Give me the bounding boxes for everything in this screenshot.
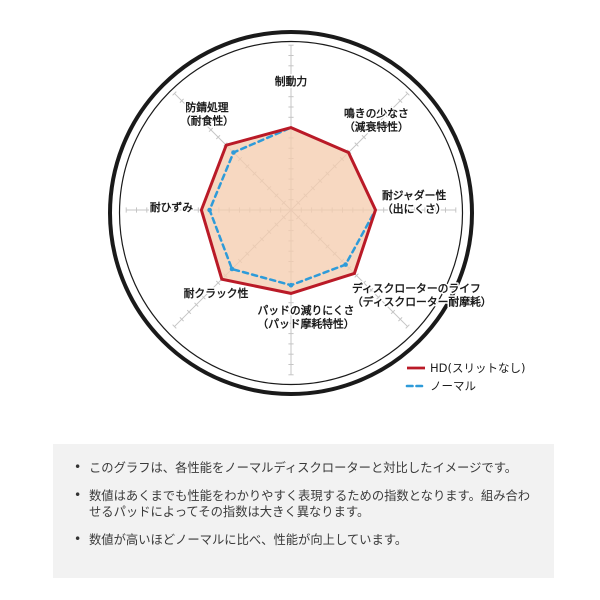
axis-tick [368, 127, 374, 133]
axis-label: パッドの減りにくさ [258, 303, 355, 317]
axis-tick [201, 295, 206, 300]
note-item: 数値はあくまでも性能をわかりやすく表現するための指数となります。組み合わせるパッ… [73, 488, 532, 520]
axis-tick [368, 287, 374, 293]
axis-sublabel: （パッド摩耗特性） [257, 317, 354, 331]
axis-tick [376, 295, 381, 300]
axis-tick [398, 98, 403, 103]
axis-tick [215, 134, 221, 140]
notes-list: このグラフは、各性能をノーマルディスクローターと対比したイメージです。数値はあく… [73, 460, 532, 549]
axis-tick [383, 302, 388, 307]
axis-sublabel: （減衰特性） [344, 120, 409, 134]
series-normal-point [231, 150, 236, 155]
axis-tick [194, 113, 199, 118]
axis-tick [390, 309, 396, 315]
inner-circle [118, 40, 464, 386]
outer-circle [108, 30, 474, 396]
axis-labels: 制動力鳴きの少なさ（減衰特性）耐ジャダー性（出にくさ）ディスクローターのライフ（… [148, 73, 493, 333]
legend: HD(スリットなし) ノーマル [405, 361, 525, 393]
legend-label: ノーマル [430, 379, 476, 393]
series-normal-point [288, 282, 294, 288]
series-normal-point [207, 207, 212, 213]
axis-sublabel: （耐食性） [180, 114, 234, 128]
axis-tick [405, 91, 410, 96]
axis-tick [208, 127, 214, 133]
axis-sublabel: （ディスクローター耐摩耗） [352, 295, 492, 309]
series-hd-fill [201, 127, 376, 294]
axis-tick [383, 113, 388, 118]
axis-tick [208, 287, 214, 293]
axis-tick [405, 324, 410, 329]
radar-chart: 制動力鳴きの少なさ（減衰特性）耐ジャダー性（出にくさ）ディスクローターのライフ（… [108, 30, 525, 396]
axis-tick [390, 105, 396, 111]
axis-tick [186, 105, 192, 111]
series-normal-point [229, 266, 235, 272]
axis-label: 耐クラック性 [184, 286, 249, 300]
axis-tick [179, 98, 184, 103]
axis-label: 防錆処理 [185, 100, 228, 114]
axis-tick [398, 317, 403, 322]
axis-label: ディスクローターのライフ [352, 281, 481, 295]
axis-tick [361, 280, 367, 286]
outer-rings [108, 30, 474, 396]
axis-sublabel: （出にくさ） [382, 202, 447, 216]
note-item: このグラフは、各性能をノーマルディスクローターと対比したイメージです。 [73, 460, 532, 476]
axis-tick [361, 134, 367, 140]
axis-label: 耐ジャダー性 [382, 188, 446, 202]
series-hd-polygon [199, 126, 378, 295]
axis-tick [215, 280, 221, 286]
axis-tick [194, 302, 199, 307]
axis-label: 制動力 [275, 74, 308, 88]
note-item: 数値が高いほどノーマルに比べ、性能が向上しています。 [73, 532, 532, 548]
axis-tick [376, 120, 381, 125]
axis-tick [354, 273, 359, 278]
notes-box: このグラフは、各性能をノーマルディスクローターと対比したイメージです。数値はあく… [53, 444, 554, 578]
axis-tick [354, 142, 359, 147]
axis-tick [186, 309, 192, 315]
axis-label: 鳴きの少なさ [344, 106, 409, 120]
legend-label: HD(スリットなし) [430, 361, 525, 375]
axis-label: 耐ひずみ [150, 200, 193, 214]
axis-tick [172, 324, 177, 329]
axis-tick [172, 91, 177, 96]
series-normal-point [343, 262, 348, 267]
axis-tick [201, 120, 206, 125]
axis-tick [179, 317, 184, 322]
